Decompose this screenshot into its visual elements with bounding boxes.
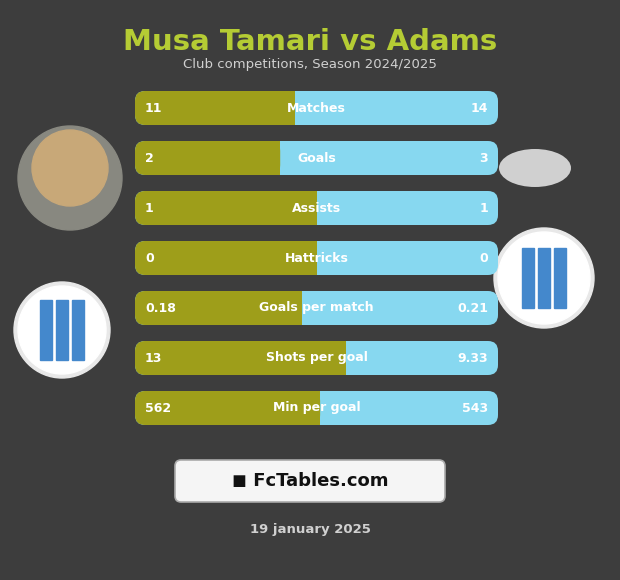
- Text: 0: 0: [145, 252, 154, 264]
- Bar: [268, 141, 280, 175]
- FancyBboxPatch shape: [135, 91, 498, 125]
- Circle shape: [18, 126, 122, 230]
- Text: Goals: Goals: [297, 151, 336, 165]
- Text: 9.33: 9.33: [458, 351, 488, 364]
- FancyBboxPatch shape: [135, 291, 498, 325]
- Text: 14: 14: [471, 102, 488, 114]
- FancyBboxPatch shape: [135, 341, 498, 375]
- Bar: [334, 341, 345, 375]
- Text: Assists: Assists: [292, 201, 341, 215]
- Text: Musa Tamari vs Adams: Musa Tamari vs Adams: [123, 28, 497, 56]
- Text: Hattricks: Hattricks: [285, 252, 348, 264]
- FancyBboxPatch shape: [135, 191, 316, 225]
- Text: ◼ FcTables.com: ◼ FcTables.com: [232, 472, 388, 490]
- FancyBboxPatch shape: [135, 141, 280, 175]
- Text: 11: 11: [145, 102, 162, 114]
- Bar: [283, 91, 294, 125]
- Bar: [522, 248, 534, 308]
- FancyBboxPatch shape: [135, 91, 294, 125]
- Bar: [304, 241, 316, 275]
- Text: 1: 1: [479, 201, 488, 215]
- Text: Shots per goal: Shots per goal: [265, 351, 368, 364]
- FancyBboxPatch shape: [135, 241, 498, 275]
- Bar: [538, 248, 550, 308]
- Text: 2: 2: [145, 151, 154, 165]
- FancyBboxPatch shape: [135, 241, 316, 275]
- FancyBboxPatch shape: [175, 460, 445, 502]
- Text: Goals per match: Goals per match: [259, 302, 374, 314]
- Ellipse shape: [499, 149, 571, 187]
- Text: 19 january 2025: 19 january 2025: [250, 524, 370, 536]
- Circle shape: [14, 282, 110, 378]
- Text: Club competitions, Season 2024/2025: Club competitions, Season 2024/2025: [183, 58, 437, 71]
- Circle shape: [494, 228, 594, 328]
- FancyBboxPatch shape: [135, 191, 498, 225]
- Bar: [56, 300, 68, 360]
- Bar: [304, 191, 316, 225]
- Circle shape: [498, 232, 590, 324]
- Text: 0.18: 0.18: [145, 302, 176, 314]
- Text: Matches: Matches: [287, 102, 346, 114]
- Text: 13: 13: [145, 351, 162, 364]
- FancyBboxPatch shape: [135, 291, 302, 325]
- Text: 3: 3: [479, 151, 488, 165]
- Text: 562: 562: [145, 401, 171, 415]
- Circle shape: [32, 130, 108, 206]
- Bar: [290, 291, 302, 325]
- Text: 0.21: 0.21: [457, 302, 488, 314]
- Text: 543: 543: [462, 401, 488, 415]
- Text: 0: 0: [479, 252, 488, 264]
- Bar: [554, 248, 566, 308]
- FancyBboxPatch shape: [135, 141, 498, 175]
- Text: 1: 1: [145, 201, 154, 215]
- FancyBboxPatch shape: [135, 341, 345, 375]
- Bar: [308, 391, 320, 425]
- Bar: [72, 300, 84, 360]
- Bar: [40, 300, 52, 360]
- Text: Min per goal: Min per goal: [273, 401, 360, 415]
- FancyBboxPatch shape: [135, 391, 320, 425]
- FancyBboxPatch shape: [135, 391, 498, 425]
- Circle shape: [18, 286, 106, 374]
